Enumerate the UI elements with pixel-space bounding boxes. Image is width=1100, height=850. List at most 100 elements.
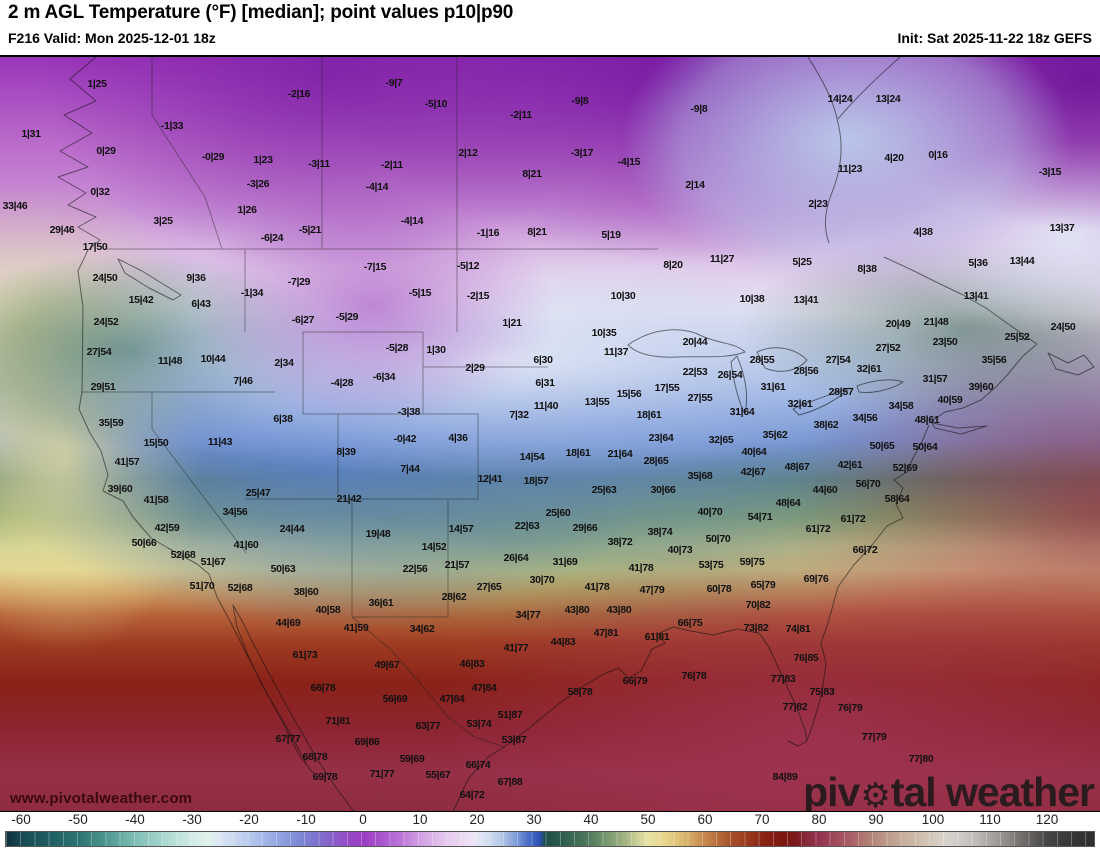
point-label: 11|48 [157,354,183,367]
point-label: -1|34 [240,286,264,299]
point-label: 4|38 [913,225,933,238]
point-label: 73|82 [743,621,769,634]
watermark-url: www.pivotalweather.com [10,790,193,807]
point-label: 59|69 [399,752,425,765]
point-label: 66|79 [622,674,648,687]
point-label: 48|61 [914,413,940,426]
point-label: 21|64 [607,447,633,460]
point-label: 43|80 [564,603,590,616]
colorbar: -60 -50 -40 -30 -20 -10 0 10 20 30 40 50 60 70 80 90 100… [0,812,1100,850]
point-label: 77|82 [782,700,808,713]
point-label: -9|8 [571,94,589,107]
point-label: 10|38 [739,292,765,305]
point-label: 56|69 [382,692,408,705]
point-label: 2|29 [465,361,485,374]
point-label: 27|52 [875,341,901,354]
point-label: 3|25 [153,214,173,227]
colorbar-gradient [5,831,1095,847]
point-label: 59|75 [739,555,765,568]
point-label: 6|38 [273,412,293,425]
point-label: -2|16 [287,87,311,100]
point-label: 20|44 [682,335,708,348]
point-label: 36|61 [368,596,394,609]
point-label: -5|12 [456,259,480,272]
brand-prefix: piv [803,769,860,812]
point-label: 41|77 [503,641,529,654]
point-label: 7|46 [233,374,253,387]
point-label: 4|36 [448,431,468,444]
point-label: 22|53 [682,365,708,378]
point-label: 27|54 [86,345,112,358]
point-label: 52|68 [170,548,196,561]
point-label: 25|60 [545,506,571,519]
colorbar-tick-label: 60 [697,812,713,827]
point-label: 18|57 [523,474,549,487]
point-label: -6|27 [291,313,315,326]
point-label: 69|78 [312,770,338,783]
point-label: 2|14 [685,178,705,191]
border-bc-ab [151,57,223,250]
coastline-florida-east [806,424,930,742]
colorbar-tick-label: 80 [811,812,827,827]
point-label: 14|57 [448,522,474,535]
colorbar-tick-label: 120 [1035,812,1059,827]
point-label: 11|43 [207,435,233,448]
border-ca-nv [151,392,247,554]
point-label: 0|32 [90,185,110,198]
point-label: 76|85 [793,651,819,664]
point-label: 41|57 [114,455,140,468]
lake-ontario [856,379,904,393]
point-label: 67|88 [497,775,523,788]
point-label: 13|24 [875,92,901,105]
point-label: 13|44 [1009,254,1035,267]
point-label: -5|15 [408,286,432,299]
point-label: 66|78 [310,681,336,694]
brand-suffix: tal weather [890,769,1095,812]
point-label: -2|11 [510,108,532,121]
point-label: 28|62 [441,590,467,603]
point-label: 23|64 [648,431,674,444]
point-label: 52|68 [227,581,253,594]
point-label: 31|69 [552,555,578,568]
header-bar: 2 m AGL Temperature (°F) [median]; point… [0,0,1100,55]
point-label: 53|75 [698,558,724,571]
point-label: 71|81 [325,714,351,727]
point-label: 26|54 [717,368,743,381]
point-label: 32|61 [787,397,813,410]
point-label: 35|68 [687,469,713,482]
point-label: 69|76 [803,572,829,585]
point-label: 35|56 [981,353,1007,366]
point-label: 1|30 [426,343,446,356]
colorbar-ticks: -60 -50 -40 -30 -20 -10 0 10 20 30 40 50 60 70 80 90 100… [0,813,1100,829]
point-label: 1|31 [21,127,41,140]
point-label: 1|23 [253,153,273,166]
point-label: 32|61 [856,362,882,375]
colorbar-tick-label: 90 [868,812,884,827]
coastline-new-england [928,343,1038,424]
coastline-gulf-east [452,626,808,811]
point-label: 5|36 [968,256,988,269]
point-label: 35|59 [98,416,124,429]
point-label: 11|23 [837,162,863,175]
point-label: 50|66 [131,536,157,549]
map-canvas[interactable]: 1|25 1|31 -1|33 0|29 -0|29 1|23 0|32 -3|26 33|46… [0,55,1100,812]
point-label: 41|59 [343,621,369,634]
border-colorado [337,413,479,500]
point-label: 51|87 [497,708,523,721]
point-label: 11|27 [709,252,735,265]
point-label: 24|52 [93,315,119,328]
point-label: 48|67 [784,460,810,473]
border-rio-grande [351,616,505,748]
colorbar-tick-label: 110 [979,812,1001,827]
point-label: -4|28 [330,376,354,389]
point-label: -9|8 [690,102,708,115]
lake-huron [756,347,808,372]
point-label: 40|59 [937,393,963,406]
point-label: 76|78 [681,669,707,682]
point-label: 34|77 [515,608,541,621]
point-label: 28|55 [749,353,775,366]
point-label: 38|72 [607,535,633,548]
point-label: 53|74 [466,717,492,730]
colorbar-tick-label: 10 [412,812,428,827]
point-label: 61|72 [805,522,831,535]
